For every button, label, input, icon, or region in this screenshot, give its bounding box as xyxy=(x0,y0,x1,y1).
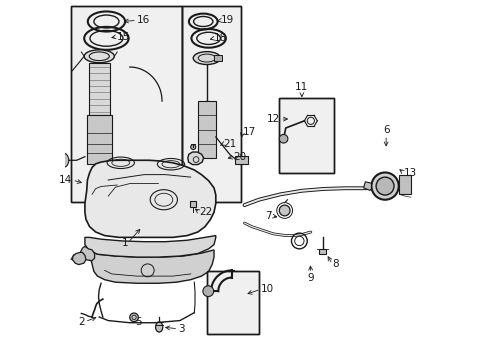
Bar xyxy=(182,6,241,202)
Text: 18: 18 xyxy=(214,33,227,43)
Circle shape xyxy=(279,205,289,216)
Text: 16: 16 xyxy=(137,15,150,26)
Ellipse shape xyxy=(84,50,114,63)
Text: 7: 7 xyxy=(264,211,271,221)
Circle shape xyxy=(375,177,393,195)
Text: 22: 22 xyxy=(199,207,212,217)
Bar xyxy=(319,249,325,253)
Bar xyxy=(198,101,215,158)
Text: 17: 17 xyxy=(242,127,255,136)
Text: 2: 2 xyxy=(78,317,85,327)
Polygon shape xyxy=(187,152,203,165)
Text: 15: 15 xyxy=(117,32,130,41)
Text: 9: 9 xyxy=(307,273,313,283)
Circle shape xyxy=(371,172,398,200)
Bar xyxy=(206,271,258,334)
Bar xyxy=(278,98,333,173)
Bar xyxy=(88,63,110,116)
Circle shape xyxy=(129,313,138,321)
Bar xyxy=(234,156,248,164)
Text: 12: 12 xyxy=(266,114,280,124)
Bar xyxy=(70,6,182,202)
Ellipse shape xyxy=(58,153,69,167)
Polygon shape xyxy=(85,160,215,237)
Bar xyxy=(214,55,222,61)
Polygon shape xyxy=(363,182,371,190)
Polygon shape xyxy=(80,246,94,261)
Circle shape xyxy=(203,286,213,297)
Bar xyxy=(399,175,410,194)
Text: 14: 14 xyxy=(59,175,72,185)
Text: 1: 1 xyxy=(121,238,128,248)
Bar xyxy=(182,6,241,202)
Text: 13: 13 xyxy=(403,168,416,178)
Text: 21: 21 xyxy=(223,139,236,149)
Ellipse shape xyxy=(193,51,220,64)
Ellipse shape xyxy=(155,322,163,332)
Polygon shape xyxy=(72,252,86,265)
Text: 20: 20 xyxy=(233,152,246,162)
Bar xyxy=(206,271,258,334)
Text: 5: 5 xyxy=(135,317,142,327)
Text: 6: 6 xyxy=(382,125,388,135)
Polygon shape xyxy=(88,250,214,283)
Text: 10: 10 xyxy=(260,284,273,294)
Polygon shape xyxy=(85,235,215,257)
Circle shape xyxy=(190,144,195,149)
Text: 4: 4 xyxy=(69,254,76,264)
Bar xyxy=(278,98,333,173)
Bar xyxy=(190,201,195,207)
Text: 19: 19 xyxy=(221,15,234,26)
Circle shape xyxy=(279,134,287,143)
Text: 3: 3 xyxy=(178,324,184,334)
Text: 8: 8 xyxy=(332,259,338,269)
Bar xyxy=(86,116,112,164)
Text: 11: 11 xyxy=(295,82,308,92)
Bar xyxy=(70,6,182,202)
